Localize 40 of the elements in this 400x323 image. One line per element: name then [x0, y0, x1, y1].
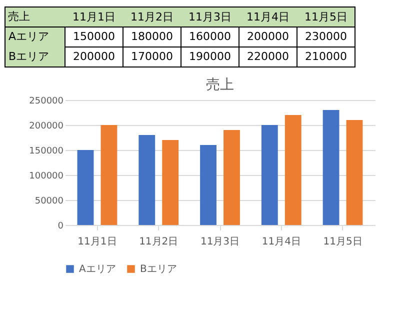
data-label: 230000 — [305, 30, 347, 43]
x-tick-label: 11月3日 — [188, 10, 232, 24]
bar — [261, 125, 278, 225]
bar — [322, 110, 340, 225]
chart-title: 売上 — [206, 77, 234, 93]
data-label: 210000 — [305, 50, 347, 63]
bar — [162, 140, 179, 225]
legend-label: Aエリア — [79, 264, 116, 275]
data-label: 160000 — [189, 30, 231, 43]
data-label: 190000 — [189, 50, 231, 63]
x-tick-label: 11月5日 — [304, 10, 348, 24]
x-tick-label: 11月3日 — [200, 236, 240, 248]
data-label: 220000 — [247, 50, 289, 63]
x-tick-label: 11月4日 — [246, 10, 290, 24]
y-tick-label: 200000 — [29, 122, 64, 132]
x-tick-label: 11月2日 — [139, 236, 178, 248]
x-tick-label: 11月2日 — [130, 10, 174, 24]
y-tick-label: 250000 — [29, 96, 64, 106]
data-label: 170000 — [131, 50, 173, 63]
bar — [77, 150, 94, 225]
data-label: 200000 — [247, 30, 289, 43]
data-label: 200000 — [73, 50, 115, 63]
chart-title: 売上 — [8, 10, 30, 23]
x-tick-label: 11月1日 — [78, 236, 117, 248]
data-label: 150000 — [73, 30, 115, 43]
bar — [346, 120, 363, 225]
legend-label: Bエリア — [140, 264, 177, 275]
data-label: 180000 — [131, 30, 173, 43]
y-tick-label: 0 — [58, 222, 64, 232]
bar — [284, 115, 302, 225]
bar — [224, 130, 240, 225]
x-tick-label: 11月4日 — [262, 236, 301, 248]
x-tick-label: 11月5日 — [323, 236, 362, 248]
x-tick-label: 11月1日 — [72, 10, 116, 24]
bar — [138, 135, 156, 225]
y-tick-label: 50000 — [34, 196, 64, 206]
y-tick-label: 150000 — [29, 146, 64, 156]
bar — [100, 125, 118, 225]
bar — [200, 145, 216, 225]
y-tick-label: 100000 — [29, 172, 64, 182]
